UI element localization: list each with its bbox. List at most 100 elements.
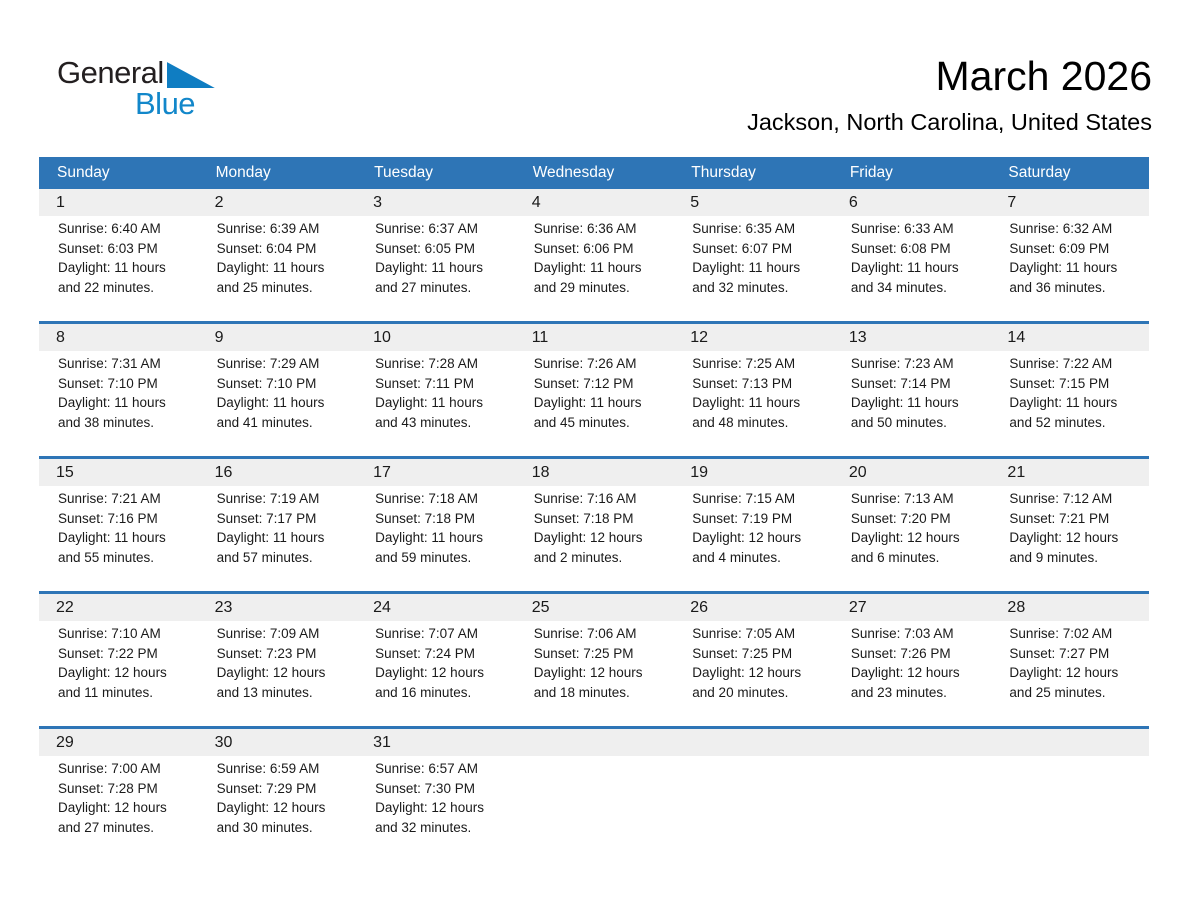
day-cells-row: Sunrise: 7:31 AM Sunset: 7:10 PM Daylight:… <box>39 351 1149 432</box>
sunrise-text: Sunrise: 7:19 AM <box>216 491 320 506</box>
daylight-text: Daylight: 11 hours and 59 minutes. <box>375 530 483 565</box>
day-cell: Sunrise: 6:33 AM Sunset: 6:08 PM Daylight:… <box>832 216 991 297</box>
daylight-text: Daylight: 11 hours and 34 minutes. <box>850 260 959 295</box>
daylight-text: Daylight: 11 hours and 25 minutes. <box>216 260 325 295</box>
daylight-text: Daylight: 11 hours and 38 minutes. <box>58 395 166 430</box>
day-number: 9 <box>214 328 224 346</box>
sunrise-text: Sunrise: 7:05 AM <box>692 626 796 641</box>
sunset-text: Sunset: 7:10 PM <box>58 375 158 391</box>
daylight-text: Daylight: 11 hours and 41 minutes. <box>216 395 325 430</box>
day-number: 24 <box>373 598 391 616</box>
day-cell: Sunrise: 7:21 AM Sunset: 7:16 PM Daylight:… <box>39 486 198 567</box>
day-number: 13 <box>848 328 867 346</box>
sunset-text: Sunset: 7:13 PM <box>692 375 793 391</box>
day-cell: Sunrise: 7:18 AM Sunset: 7:18 PM Daylight:… <box>356 486 515 567</box>
day-cells-row: Sunrise: 7:21 AM Sunset: 7:16 PM Daylight:… <box>39 486 1149 567</box>
day-number: 30 <box>214 733 233 751</box>
empty-day-cell <box>515 756 674 837</box>
daylight-text: Daylight: 12 hours and 13 minutes. <box>216 665 326 700</box>
day-number: 20 <box>848 463 867 481</box>
day-cell: Sunrise: 6:59 AM Sunset: 7:29 PM Daylight:… <box>198 756 357 837</box>
daylight-text: Daylight: 11 hours and 55 minutes. <box>58 530 166 565</box>
day-number-band: 22 23 24 25 26 27 28 <box>39 594 1149 621</box>
day-number: 4 <box>531 193 541 211</box>
sunrise-text: Sunrise: 7:26 AM <box>533 356 637 371</box>
day-cell: Sunrise: 7:16 AM Sunset: 7:18 PM Daylight:… <box>515 486 674 567</box>
day-cell: Sunrise: 7:10 AM Sunset: 7:22 PM Daylight:… <box>39 621 198 702</box>
sunrise-text: Sunrise: 7:12 AM <box>1009 491 1113 506</box>
sunset-text: Sunset: 7:20 PM <box>850 510 951 526</box>
sunrise-text: Sunrise: 7:18 AM <box>375 491 478 506</box>
day-cell: Sunrise: 6:39 AM Sunset: 6:04 PM Daylight:… <box>198 216 357 297</box>
day-number: 2 <box>214 193 224 211</box>
day-cell: Sunrise: 6:36 AM Sunset: 6:06 PM Daylight:… <box>515 216 674 297</box>
sunset-text: Sunset: 7:27 PM <box>1009 645 1110 661</box>
calendar-grid: Sunday Monday Tuesday Wednesday Thursday… <box>39 157 1149 861</box>
sunset-text: Sunset: 7:17 PM <box>216 510 317 526</box>
logo-text-blue: Blue <box>135 86 196 121</box>
day-number: 18 <box>531 463 550 481</box>
sunset-text: Sunset: 6:06 PM <box>533 240 634 256</box>
day-cell: Sunrise: 7:00 AM Sunset: 7:28 PM Daylight:… <box>39 756 198 837</box>
sunset-text: Sunset: 7:21 PM <box>1009 510 1110 526</box>
weekday-header-friday: Friday <box>849 164 893 181</box>
daylight-text: Daylight: 12 hours and 20 minutes. <box>692 665 802 700</box>
day-cells-row: Sunrise: 7:00 AM Sunset: 7:28 PM Daylight:… <box>39 756 1149 837</box>
sunrise-text: Sunrise: 6:39 AM <box>216 221 320 236</box>
sunrise-text: Sunrise: 7:31 AM <box>58 356 161 371</box>
sunset-text: Sunset: 7:25 PM <box>533 645 634 661</box>
day-cell: Sunrise: 7:29 AM Sunset: 7:10 PM Daylight:… <box>198 351 357 432</box>
day-cell: Sunrise: 7:03 AM Sunset: 7:26 PM Daylight:… <box>832 621 991 702</box>
day-number: 5 <box>690 193 700 211</box>
sunrise-text: Sunrise: 7:28 AM <box>375 356 478 371</box>
day-number: 16 <box>214 463 233 481</box>
day-cells-row: Sunrise: 7:10 AM Sunset: 7:22 PM Daylight:… <box>39 621 1149 702</box>
week-row: 15 16 17 18 19 20 21 Sunrise: 7:21 AM Sunset: 7… <box>39 456 1149 591</box>
daylight-text: Daylight: 12 hours and 27 minutes. <box>58 800 167 835</box>
sunset-text: Sunset: 7:23 PM <box>216 645 317 661</box>
sunset-text: Sunset: 7:28 PM <box>58 780 158 796</box>
empty-day-cell <box>673 756 832 837</box>
daylight-text: Daylight: 11 hours and 32 minutes. <box>692 260 801 295</box>
day-number: 29 <box>56 733 74 751</box>
day-number: 8 <box>56 328 65 346</box>
sunset-text: Sunset: 6:05 PM <box>375 240 475 256</box>
day-cell: Sunrise: 7:06 AM Sunset: 7:25 PM Daylight:… <box>515 621 674 702</box>
sunrise-text: Sunrise: 7:25 AM <box>692 356 796 371</box>
sunrise-text: Sunrise: 6:35 AM <box>692 221 796 236</box>
day-cell: Sunrise: 7:26 AM Sunset: 7:12 PM Daylight:… <box>515 351 674 432</box>
day-number: 10 <box>373 328 391 346</box>
day-number: 23 <box>214 598 233 616</box>
sunrise-text: Sunrise: 7:10 AM <box>58 626 161 641</box>
page-subtitle: Jackson, North Carolina, United States <box>747 109 1152 135</box>
sunrise-text: Sunrise: 7:29 AM <box>216 356 320 371</box>
sunrise-text: Sunrise: 6:37 AM <box>375 221 478 236</box>
day-number: 6 <box>848 193 858 211</box>
day-cell: Sunrise: 7:31 AM Sunset: 7:10 PM Daylight:… <box>39 351 198 432</box>
sunrise-text: Sunrise: 6:57 AM <box>375 761 478 776</box>
day-cell: Sunrise: 7:02 AM Sunset: 7:27 PM Daylight:… <box>990 621 1149 702</box>
daylight-text: Daylight: 11 hours and 57 minutes. <box>216 530 325 565</box>
day-cell: Sunrise: 7:05 AM Sunset: 7:25 PM Daylight:… <box>673 621 832 702</box>
sunset-text: Sunset: 7:22 PM <box>58 645 158 661</box>
sunset-text: Sunset: 6:03 PM <box>58 240 158 256</box>
empty-day-cell <box>990 756 1149 837</box>
title-block: March 2026 Jackson, North Carolina, Unit… <box>747 52 1152 137</box>
day-number: 25 <box>531 598 550 616</box>
logo-triangle-icon <box>166 62 215 88</box>
day-cell: Sunrise: 6:32 AM Sunset: 6:09 PM Daylight:… <box>990 216 1149 297</box>
day-number: 3 <box>373 193 383 211</box>
daylight-text: Daylight: 12 hours and 9 minutes. <box>1009 530 1119 565</box>
sunrise-text: Sunrise: 7:16 AM <box>533 491 637 506</box>
sunrise-text: Sunrise: 6:59 AM <box>216 761 320 776</box>
daylight-text: Daylight: 12 hours and 2 minutes. <box>533 530 643 565</box>
day-number: 28 <box>1007 598 1026 616</box>
sunrise-text: Sunrise: 7:07 AM <box>375 626 478 641</box>
week-row: 29 30 31 Sunrise: 7:00 AM Sunset: 7:28 PM Da… <box>39 726 1149 861</box>
empty-day-cell <box>832 756 991 837</box>
daylight-text: Daylight: 11 hours and 43 minutes. <box>375 395 483 430</box>
sunrise-text: Sunrise: 7:15 AM <box>692 491 796 506</box>
sunrise-text: Sunrise: 7:03 AM <box>850 626 954 641</box>
sunset-text: Sunset: 6:09 PM <box>1009 240 1110 256</box>
